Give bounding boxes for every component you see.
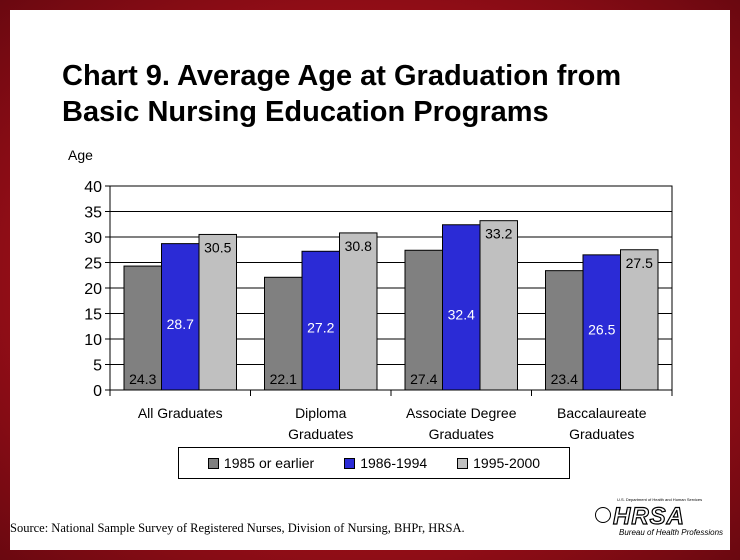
logo-bureau-text: Bureau of Health Professions [619, 528, 724, 537]
legend-item-1985: 1985 or earlier [207, 455, 315, 471]
data-label: 27.4 [410, 371, 437, 387]
x-category-label: Graduates [569, 426, 634, 442]
x-category-label: Graduates [288, 426, 353, 442]
data-label: 23.4 [551, 371, 578, 387]
y-axis-label: Age [68, 147, 93, 163]
data-label: 33.2 [485, 226, 512, 242]
bar [404, 249, 443, 391]
bar [582, 254, 621, 391]
data-label: 28.7 [167, 316, 194, 332]
legend-item-1986: 1986-1994 [344, 455, 427, 471]
y-tick-label: 15 [84, 307, 102, 324]
legend: 1985 or earlier 1986-1994 1995-2000 [178, 447, 570, 479]
bar [620, 249, 659, 391]
data-label: 27.5 [626, 255, 653, 271]
y-tick-label: 10 [84, 332, 102, 349]
data-label: 30.5 [204, 239, 231, 255]
chart-title: Chart 9. Average Age at Graduation from … [62, 60, 622, 128]
y-tick-label: 0 [93, 383, 102, 400]
legend-item-1995: 1995-2000 [457, 455, 540, 471]
bar [264, 276, 303, 391]
data-label: 22.1 [270, 371, 297, 387]
data-label: 26.5 [588, 321, 615, 337]
logo-department-text: U.S. Department of Health and Human Serv… [617, 497, 703, 502]
data-label: 24.3 [129, 371, 156, 387]
y-tick-label: 30 [84, 230, 102, 247]
legend-swatch-1985 [207, 457, 219, 469]
x-category-label: Graduates [429, 426, 494, 442]
y-tick-label: 40 [84, 179, 102, 196]
y-tick-label: 35 [84, 205, 102, 222]
x-category-label: Baccalaureate [557, 405, 647, 421]
legend-label-1995: 1995-2000 [473, 455, 541, 471]
source-note: Source: National Sample Survey of Regist… [10, 521, 465, 535]
bar [479, 220, 518, 391]
bar [198, 233, 237, 391]
x-category-label: Diploma [295, 405, 347, 421]
y-tick-label: 25 [84, 256, 102, 273]
bar [301, 250, 340, 391]
legend-label-1986: 1986-1994 [360, 455, 428, 471]
data-label: 32.4 [448, 306, 475, 322]
data-label: 27.2 [307, 320, 334, 336]
bar [161, 243, 200, 391]
hrsa-logo: U.S. Department of Health and Human Serv… [595, 497, 723, 537]
logo-wordmark: HRSA [612, 502, 686, 530]
bar [339, 232, 378, 391]
legend-swatch-1995 [457, 457, 469, 469]
y-tick-label: 5 [93, 358, 102, 375]
hhs-seal-icon [595, 507, 611, 523]
bar [123, 265, 162, 391]
y-tick-label: 20 [84, 281, 102, 298]
bar-chart: 0 5 10 15 20 25 30 35 40 24.3 28.7 30.5 All Graduate… [84, 179, 673, 442]
data-label: 30.8 [345, 238, 372, 254]
x-category-label: All Graduates [138, 405, 223, 421]
bar [442, 224, 481, 391]
legend-swatch-1986 [344, 457, 356, 469]
x-category-label: Associate Degree [406, 405, 517, 421]
legend-label-1985: 1985 or earlier [223, 455, 315, 471]
